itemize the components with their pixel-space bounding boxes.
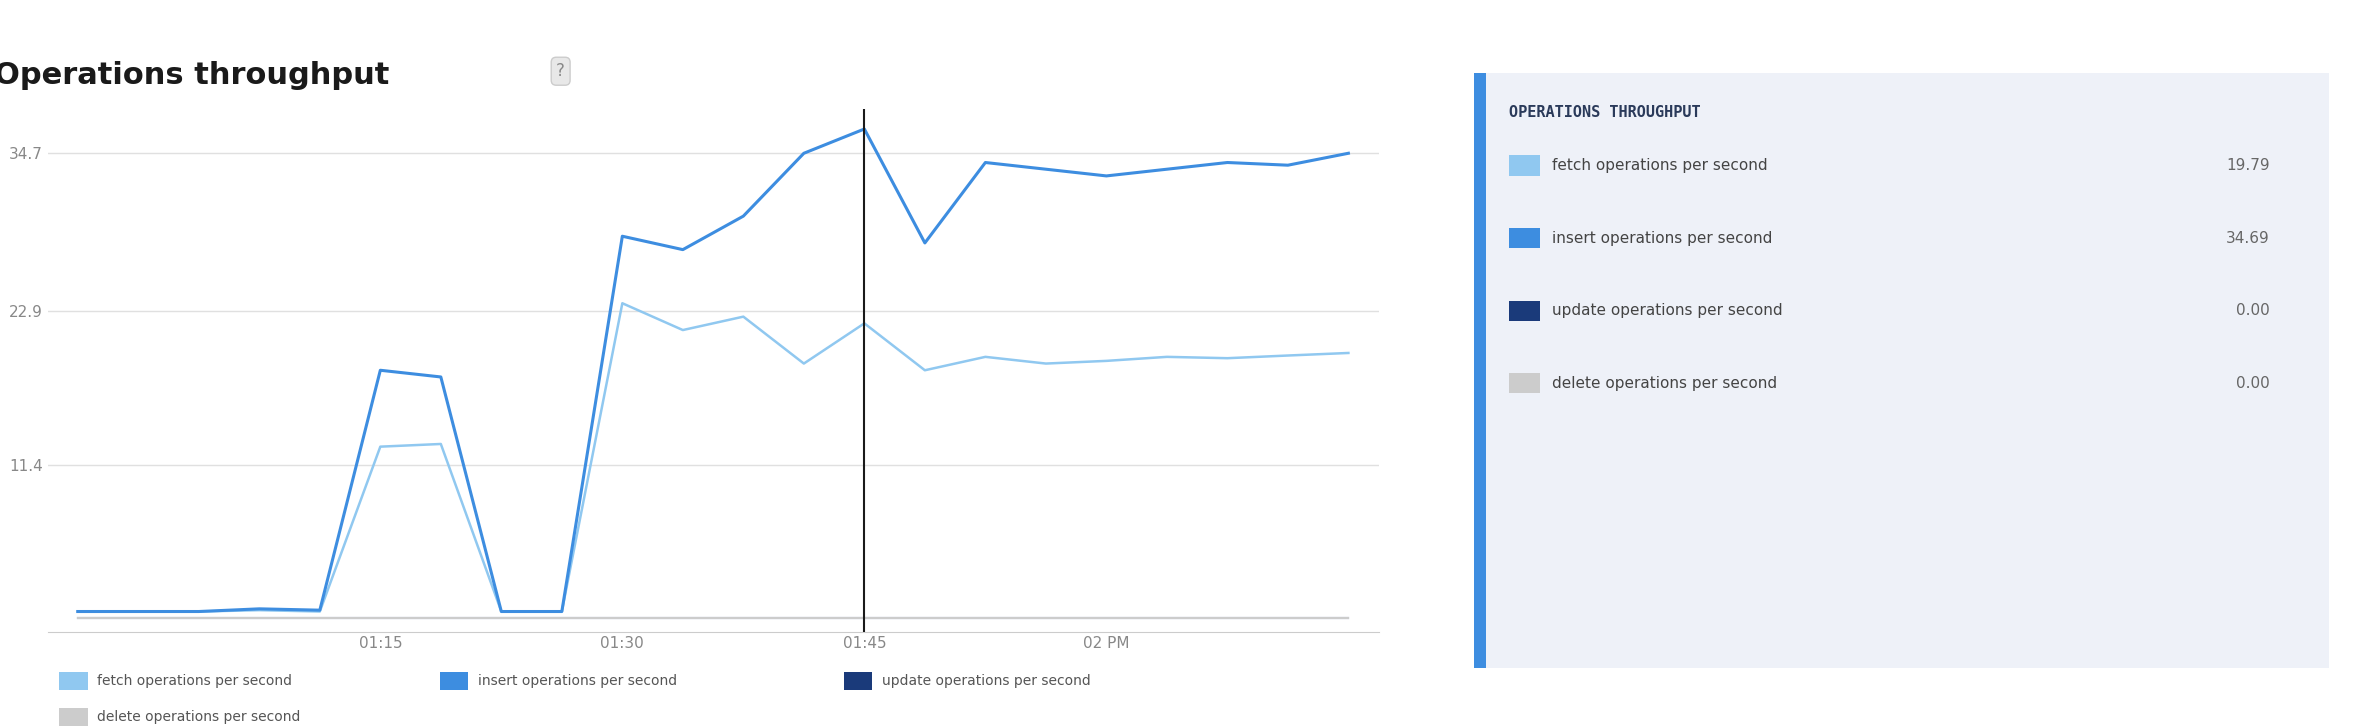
Text: update operations per second: update operations per second: [1552, 303, 1783, 318]
Text: OPERATIONS THROUGHPUT: OPERATIONS THROUGHPUT: [1509, 105, 1702, 121]
Text: ?: ?: [556, 62, 566, 81]
Text: delete operations per second: delete operations per second: [97, 710, 302, 725]
Text: fetch operations per second: fetch operations per second: [1552, 158, 1768, 173]
Text: update operations per second: update operations per second: [882, 674, 1091, 688]
Text: Operations throughput: Operations throughput: [0, 61, 390, 90]
Text: 0.00: 0.00: [2237, 303, 2270, 318]
Text: insert operations per second: insert operations per second: [478, 674, 677, 688]
Text: 34.69: 34.69: [2227, 231, 2270, 245]
Text: 0.00: 0.00: [2237, 376, 2270, 391]
Text: delete operations per second: delete operations per second: [1552, 376, 1778, 391]
Text: fetch operations per second: fetch operations per second: [97, 674, 292, 688]
Text: 19.79: 19.79: [2227, 158, 2270, 173]
Text: insert operations per second: insert operations per second: [1552, 231, 1773, 245]
